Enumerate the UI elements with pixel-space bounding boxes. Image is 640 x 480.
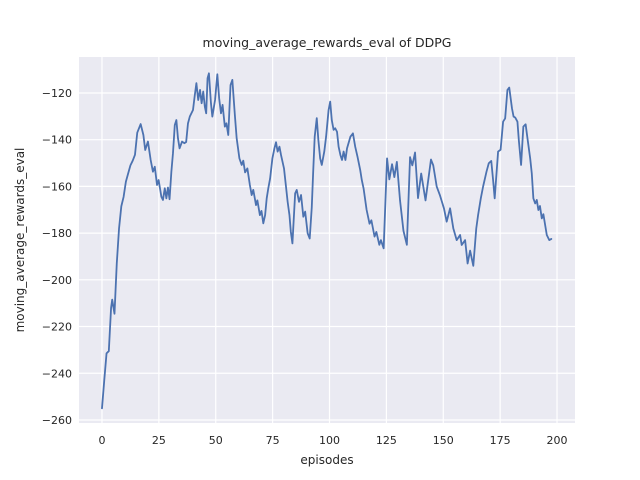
gridlines xyxy=(79,57,575,423)
x-tick-label: 0 xyxy=(98,434,105,447)
y-tick-label: −180 xyxy=(42,227,72,240)
y-tick-label: −220 xyxy=(42,321,72,334)
y-tick-label: −140 xyxy=(42,134,72,147)
chart-title: moving_average_rewards_eval of DDPG xyxy=(203,35,452,50)
x-axis-label: episodes xyxy=(300,453,353,467)
x-tick-label: 175 xyxy=(490,434,511,447)
x-tick-label: 25 xyxy=(152,434,166,447)
x-tick-label: 50 xyxy=(209,434,223,447)
y-tick-label: −200 xyxy=(42,274,72,287)
x-tick-label: 125 xyxy=(376,434,397,447)
x-tick-label: 150 xyxy=(433,434,454,447)
y-axis-tick-labels: −260 −240 −220 −200 −180 −160 −140 −120 xyxy=(42,87,72,427)
reward-line-series xyxy=(101,72,553,410)
y-tick-label: −120 xyxy=(42,87,72,100)
x-tick-label: 200 xyxy=(547,434,568,447)
x-axis-tick-labels: 0 25 50 75 100 125 150 175 200 xyxy=(98,434,567,447)
y-tick-label: −240 xyxy=(42,367,72,380)
y-tick-label: −260 xyxy=(42,414,72,427)
y-axis-label: moving_average_rewards_eval xyxy=(13,148,27,333)
y-tick-label: −160 xyxy=(42,180,72,193)
x-tick-label: 100 xyxy=(319,434,340,447)
x-tick-label: 75 xyxy=(266,434,280,447)
